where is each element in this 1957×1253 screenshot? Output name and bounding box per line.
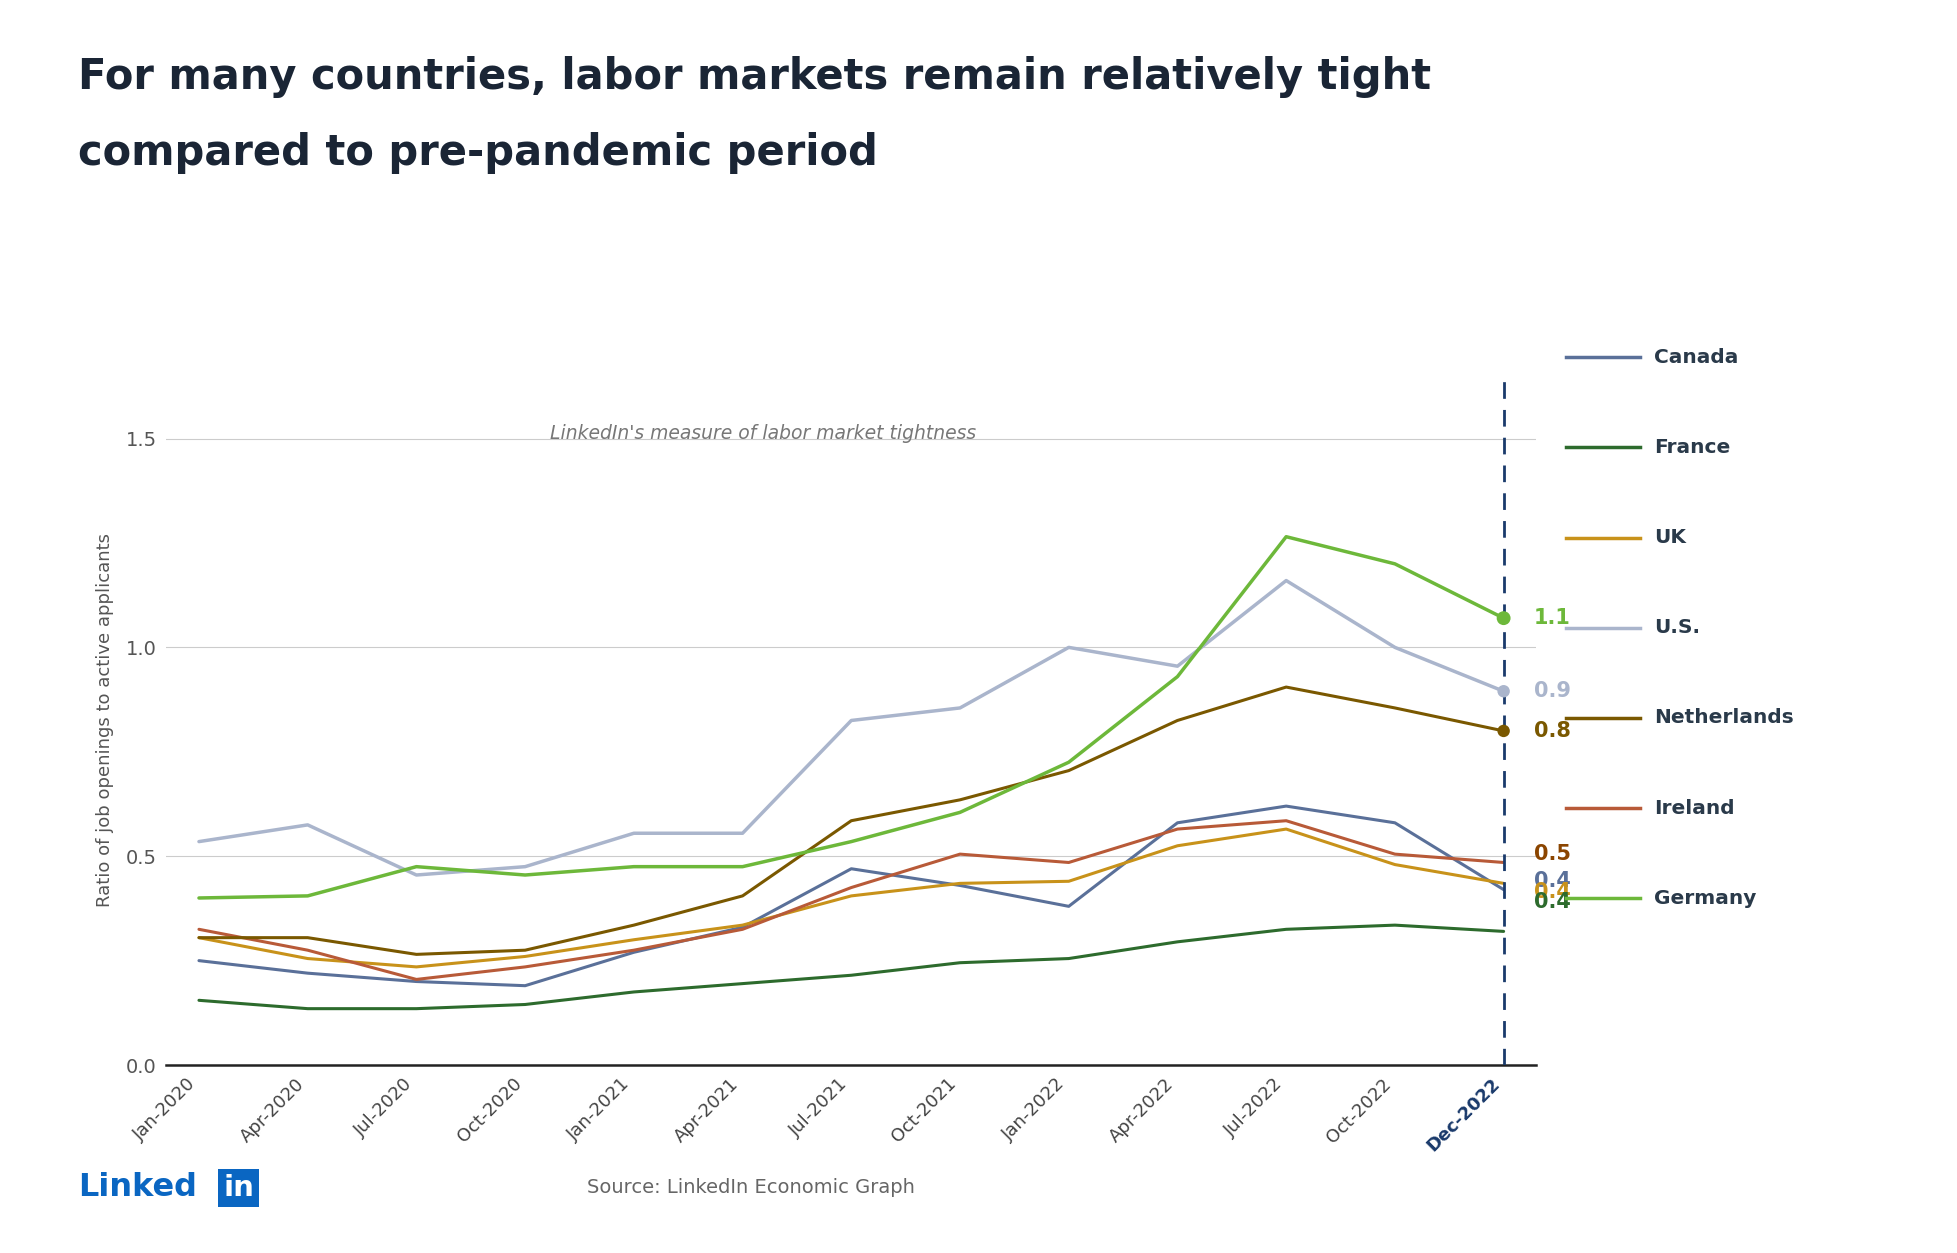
Text: Linked: Linked [78,1173,198,1203]
Text: Germany: Germany [1654,888,1755,908]
Text: LinkedIn's measure of labor market tightness: LinkedIn's measure of labor market tight… [550,424,977,444]
Text: France: France [1654,437,1730,457]
Text: compared to pre-pandemic period: compared to pre-pandemic period [78,132,879,174]
Text: 0.4: 0.4 [1534,882,1571,902]
Text: in: in [223,1174,254,1202]
Y-axis label: Ratio of job openings to active applicants: Ratio of job openings to active applican… [96,534,114,907]
Point [1487,608,1519,628]
Text: 0.5: 0.5 [1534,845,1571,865]
Text: Netherlands: Netherlands [1654,708,1793,728]
Text: 0.9: 0.9 [1534,682,1571,702]
Text: UK: UK [1654,528,1685,548]
Text: U.S.: U.S. [1654,618,1701,638]
Text: For many countries, labor markets remain relatively tight: For many countries, labor markets remain… [78,56,1431,99]
Text: 0.8: 0.8 [1534,720,1571,741]
Text: Source: LinkedIn Economic Graph: Source: LinkedIn Economic Graph [587,1178,916,1198]
Point [1487,720,1519,741]
Text: 0.4: 0.4 [1534,892,1571,912]
Text: 0.4: 0.4 [1534,871,1571,891]
Text: 1.1: 1.1 [1534,608,1571,628]
Point [1487,682,1519,702]
Text: Canada: Canada [1654,347,1738,367]
Text: Ireland: Ireland [1654,798,1734,818]
